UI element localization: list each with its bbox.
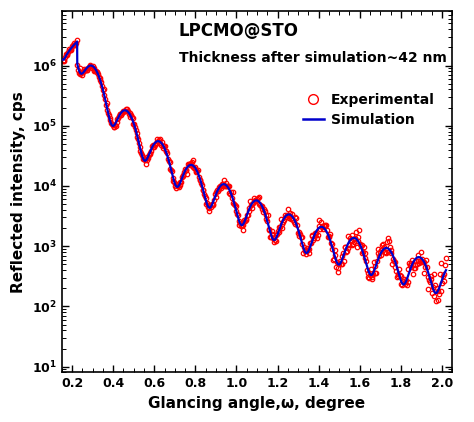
Y-axis label: Reflected intensity, cps: Reflected intensity, cps (11, 91, 26, 293)
Simulation (104, 104, 109, 109)
Experimental (443, 256, 449, 261)
Experimental (245, 212, 251, 217)
Legend: Experimental, Simulation: Experimental, Simulation (300, 90, 438, 130)
Simulation (60, 57, 66, 62)
Line: Experimental: Experimental (61, 38, 448, 303)
Text: LPCMO@STO: LPCMO@STO (179, 22, 299, 40)
Simulation (443, 268, 449, 273)
Experimental (433, 299, 439, 304)
Experimental (74, 38, 80, 43)
Simulation (127, 111, 132, 116)
Simulation (74, 39, 80, 44)
Simulation (436, 287, 442, 292)
Experimental (60, 58, 66, 63)
Simulation (224, 183, 229, 188)
Simulation (394, 266, 400, 271)
Experimental (436, 288, 441, 293)
X-axis label: Glancing angle,ω, degree: Glancing angle,ω, degree (148, 396, 365, 411)
Text: Thickness after simulation~42 nm: Thickness after simulation~42 nm (179, 51, 447, 65)
Experimental (289, 215, 294, 220)
Simulation (433, 291, 439, 296)
Line: Simulation: Simulation (63, 42, 446, 293)
Experimental (375, 246, 381, 251)
Simulation (207, 205, 213, 210)
Experimental (243, 217, 248, 222)
Experimental (268, 234, 274, 239)
